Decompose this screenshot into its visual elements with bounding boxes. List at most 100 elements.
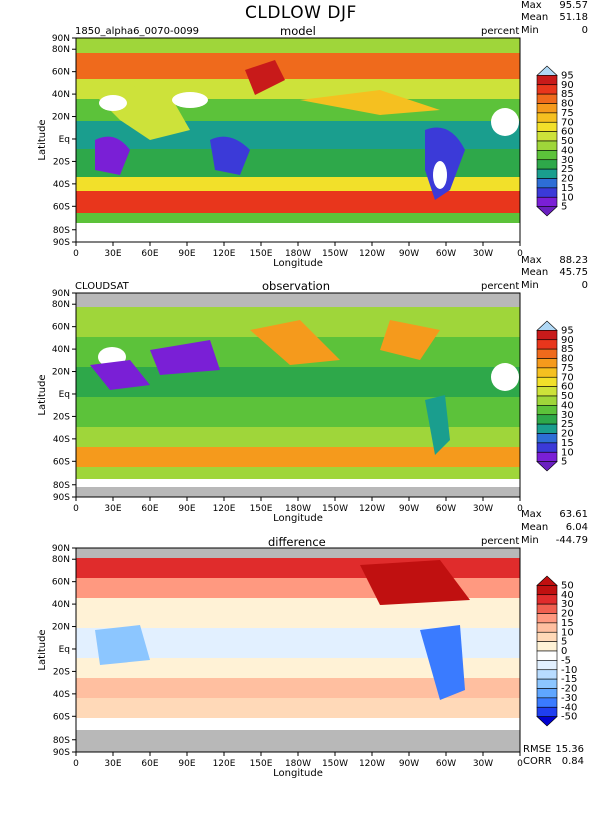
colorbar-label: 15 (561, 438, 574, 449)
colorbar-swatch (536, 442, 558, 453)
lat-tick-label: 60S (53, 712, 70, 722)
lat-tick-label: 60N (52, 68, 70, 78)
lon-tick-label: 90W (399, 759, 419, 769)
panel1-max-value: 95.57 (559, 0, 588, 11)
colorbar-label: 60 (561, 382, 574, 393)
panel2-max-value: 88.23 (559, 255, 588, 266)
lat-tick-label: 80N (52, 300, 70, 310)
panel3-map (76, 548, 520, 752)
colorbar-label: 10 (561, 627, 574, 638)
colorbar-label: 0 (561, 646, 567, 657)
lon-tick-label: 60W (436, 504, 456, 514)
lat-tick-label: 90N (52, 544, 70, 554)
colorbar-top-cap (536, 65, 558, 76)
colorbar-label: 10 (561, 447, 574, 458)
colorbar-label: 40 (561, 145, 574, 156)
panel2-units: percent (481, 281, 520, 292)
colorbar-label: 30 (561, 410, 574, 421)
lat-tick-label: 80S (53, 736, 70, 746)
colorbar-swatch (536, 348, 558, 359)
colorbar-label: 80 (561, 354, 574, 365)
lat-tick-label: 40S (53, 180, 70, 190)
colorbar-label: 25 (561, 419, 574, 430)
colorbar-swatch (536, 603, 558, 614)
lon-tick-label: 60E (141, 759, 158, 769)
panel2-max-label: Max (521, 255, 542, 266)
colorbar-label: 85 (561, 89, 574, 100)
colorbar-label: 20 (561, 609, 574, 620)
panel3-border (75, 547, 521, 753)
lat-tick-label: 40N (52, 600, 70, 610)
lat-tick-label: 60S (53, 457, 70, 467)
lon-tick-label: 150W (322, 759, 348, 769)
lon-tick-label: 60W (436, 759, 456, 769)
lon-tick-label: 30W (473, 759, 493, 769)
lon-tick-label: 0 (73, 249, 79, 259)
colorbar-swatch (536, 678, 558, 689)
panel3-corr-label: CORR (523, 756, 552, 767)
x-axis-label: Longitude (273, 258, 323, 269)
colorbar-swatch (536, 433, 558, 444)
lon-tick-label: 0 (517, 504, 523, 514)
lon-tick-label: 150E (250, 504, 273, 514)
lat-tick-label: Eq (59, 390, 70, 400)
colorbar-label: -50 (561, 712, 577, 723)
panel1-border (75, 37, 521, 243)
lat-tick-label: 20N (52, 368, 70, 378)
panel3-rmse-value: 15.36 (555, 744, 584, 755)
colorbar-swatch (536, 93, 558, 104)
lat-tick-label: 40N (52, 90, 70, 100)
colorbar-bottom-cap (536, 716, 558, 727)
panel2-min-label: Min (521, 280, 539, 291)
y-axis-label: Latitude (37, 119, 48, 160)
panel1-mean-label: Mean (521, 12, 549, 23)
colorbar-swatch (536, 631, 558, 642)
panel1-mean-value: 51.18 (559, 12, 588, 23)
colorbar-label: 50 (561, 580, 574, 591)
colorbar-label: -5 (561, 655, 571, 666)
colorbar-label: 70 (561, 117, 574, 128)
panel1-map (76, 38, 520, 242)
lon-tick-label: 180W (285, 249, 311, 259)
colorbar-label: 60 (561, 127, 574, 138)
panel1-min-value: 0 (581, 25, 588, 36)
lat-tick-label: 90S (53, 493, 70, 503)
colorbar-label: 40 (561, 590, 574, 601)
lon-tick-label: 150E (250, 759, 273, 769)
colorbar-label: -20 (561, 684, 577, 695)
colorbar-label: 70 (561, 372, 574, 383)
colorbar-swatch (536, 669, 558, 680)
panel1-units: percent (481, 26, 520, 37)
panel3-corr-value: 0.84 (561, 756, 584, 767)
colorbar-swatch (536, 414, 558, 425)
colorbar-swatch (536, 594, 558, 605)
colorbar-swatch (536, 367, 558, 378)
colorbar-swatch (536, 112, 558, 123)
colorbar-swatch (536, 376, 558, 387)
colorbar-label: 15 (561, 618, 574, 629)
colorbar-swatch (536, 131, 558, 142)
panel2-border (75, 292, 521, 498)
colorbar-swatch (536, 386, 558, 397)
colorbar-swatch (536, 405, 558, 416)
colorbar-swatch (536, 395, 558, 406)
lat-tick-label: Eq (59, 135, 70, 145)
panel3-units: percent (481, 536, 520, 547)
colorbar-bottom-cap (536, 461, 558, 472)
lat-tick-label: Eq (59, 645, 70, 655)
colorbar-label: 30 (561, 599, 574, 610)
panel1-axes: 0 30E 60E 90E 120E 150E 180W 150W 120W 90W 60W 30W 0… (37, 34, 523, 269)
colorbar-swatch (536, 159, 558, 170)
lon-tick-label: 30W (473, 504, 493, 514)
lat-tick-label: 20N (52, 623, 70, 633)
lon-tick-label: 60W (436, 249, 456, 259)
lon-tick-label: 90W (399, 504, 419, 514)
lat-tick-label: 20S (53, 667, 70, 677)
colorbar-label: 5 (561, 457, 567, 468)
colorbar-label: -10 (561, 665, 577, 676)
lon-tick-label: 30E (104, 759, 121, 769)
lon-tick-label: 180W (285, 504, 311, 514)
y-axis-label: Latitude (37, 629, 48, 670)
lon-tick-label: 90E (178, 504, 195, 514)
